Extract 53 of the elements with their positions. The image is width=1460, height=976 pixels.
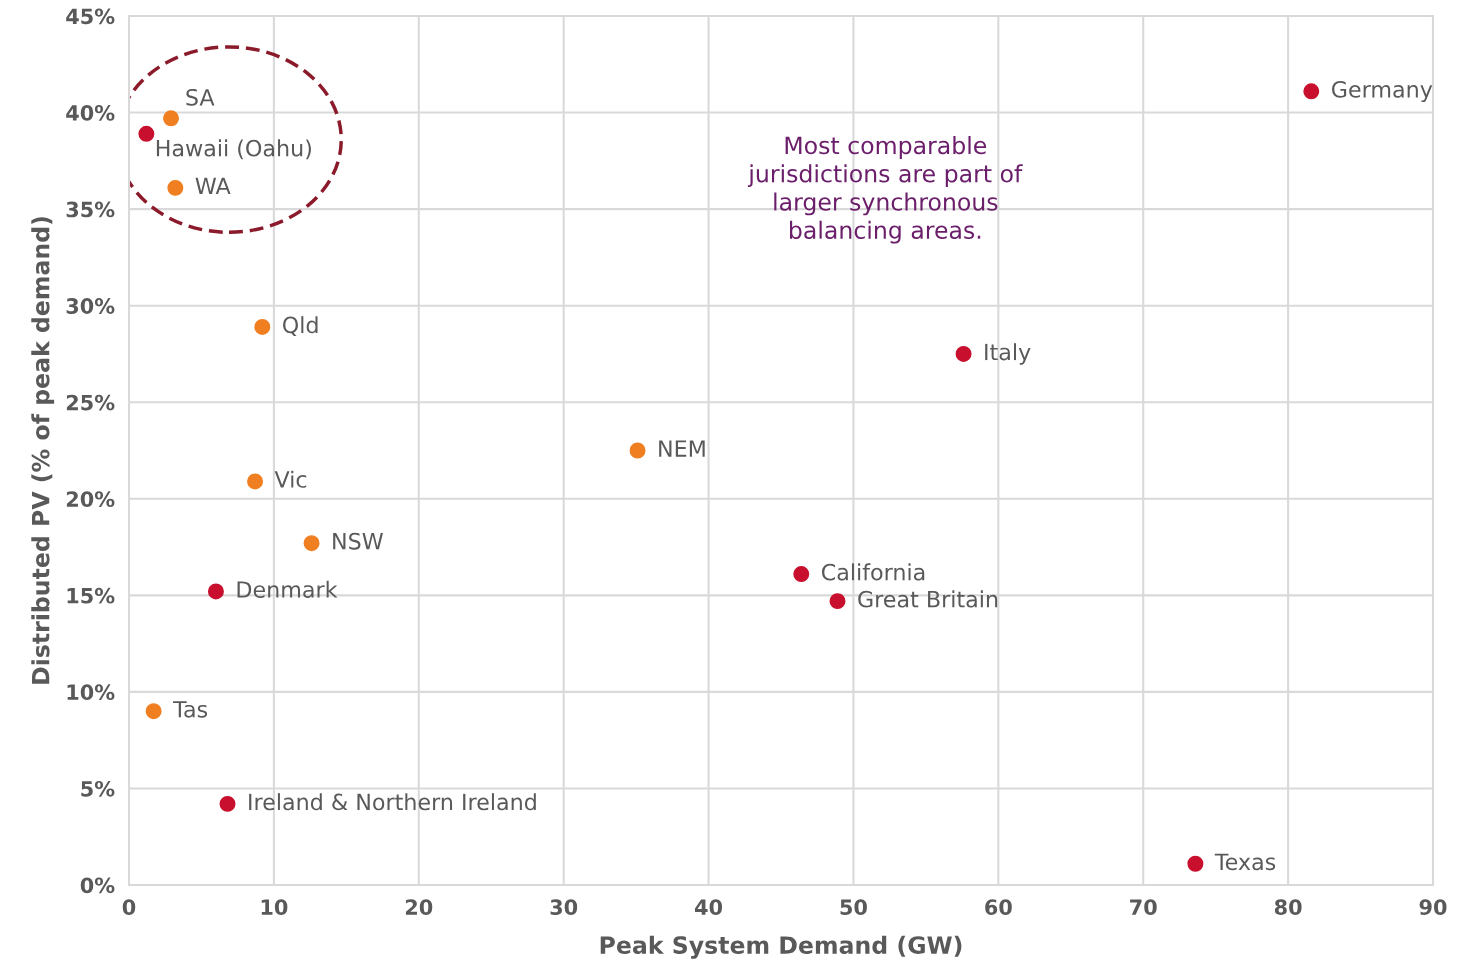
annotation: Hawaii (Oahu) [156, 139, 311, 160]
point [793, 566, 810, 583]
point [303, 535, 320, 552]
y-tick-label: 5% [81, 780, 115, 797]
point [829, 593, 846, 610]
x-tick-label: 80 [1274, 899, 1302, 916]
point [219, 795, 236, 812]
point [163, 110, 179, 127]
x-tick-label: 30 [550, 899, 578, 916]
x-tick-label: 10 [261, 899, 288, 916]
annotation: Most comparable jurisdictions are part of larger synchronous balancing areas. [747, 136, 1023, 244]
annotation: WA [195, 177, 231, 194]
x-tick-label: 0 [122, 899, 136, 916]
annotation: NSW [333, 532, 383, 550]
x-tick-label: 60 [985, 899, 1012, 916]
annotation: Denmark [237, 580, 338, 598]
x-tick-label: 50 [840, 899, 867, 916]
annotation: Tas [173, 701, 208, 718]
point [145, 703, 162, 720]
x-tick-label: 40 [695, 899, 723, 916]
point [1303, 83, 1320, 100]
y-tick-label: 40% [66, 105, 115, 121]
y-tick-label: 30% [66, 298, 115, 314]
y-tick-label: 25% [66, 394, 115, 411]
y-tick-label: 10% [67, 684, 115, 701]
annotation: California [821, 563, 925, 581]
point [138, 125, 155, 142]
y-tick-label: 0% [80, 877, 115, 894]
annotation: Ireland & Northern Ireland [249, 793, 536, 811]
point [629, 442, 646, 459]
y-tick-label: 20% [66, 491, 115, 507]
y-tick-label: 15% [67, 587, 115, 604]
annotation: SA [186, 88, 215, 106]
annotation: NEM [659, 440, 705, 457]
y-tick-label: 45% [66, 8, 115, 25]
y-axis-title: Distributed PV (% of peak demand) [31, 217, 55, 684]
point [1187, 855, 1204, 872]
point [207, 583, 224, 600]
point [167, 179, 184, 196]
x-axis-title: Peak System Demand (GW) [600, 935, 962, 959]
x-tick-label: 70 [1130, 899, 1157, 916]
annotation: Great Britain [858, 590, 998, 608]
annotation: Texas [1214, 853, 1276, 871]
x-tick-label: 20 [405, 899, 433, 916]
annotation: Qld [282, 316, 318, 336]
y-tick-label: 35% [66, 201, 115, 218]
point [955, 345, 972, 362]
annotation: Italy [985, 343, 1031, 365]
x-tick-label: 90 [1419, 899, 1447, 916]
point [254, 318, 271, 335]
annotation: Vic [274, 470, 307, 488]
point [247, 473, 264, 490]
annotation: Germany [1331, 80, 1433, 103]
